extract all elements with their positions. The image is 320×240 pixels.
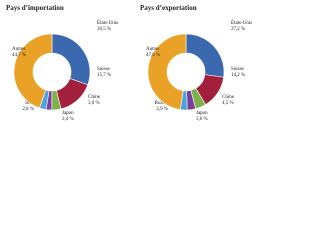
- value-label: 30,5 %: [97, 27, 111, 32]
- donut-segment: [13, 33, 53, 109]
- chart-title: Pays d’exportation: [140, 4, 197, 12]
- category-label: Japon: [62, 111, 74, 116]
- value-label: 2,4 %: [62, 117, 74, 122]
- segment-label: Autres 47,6 %: [146, 47, 160, 58]
- category-label: Suisse: [231, 67, 245, 72]
- category-label: États-Unis: [231, 20, 252, 26]
- donut-segment: [56, 78, 89, 110]
- category-label: États-Unis: [97, 20, 118, 26]
- segment-label: États-Unis 30,5 %: [97, 20, 118, 32]
- value-label: 44,7 %: [12, 53, 26, 58]
- value-label: 2,9 %: [156, 107, 168, 112]
- donut-segment: [185, 33, 225, 78]
- charts: Pays d’importation Pays d’exportation Ét…: [6, 4, 252, 122]
- segment-label: Autres 44,7 %: [12, 47, 26, 58]
- category-label: Chine: [222, 95, 235, 100]
- segment-label: Russie 2,9 %: [155, 101, 169, 112]
- value-label: 15,7 %: [97, 73, 111, 78]
- category-label: Suisse: [97, 67, 111, 72]
- value-label: 14,2 %: [231, 73, 245, 78]
- category-label: Autres: [12, 47, 25, 52]
- value-label: 2,8 %: [22, 107, 34, 112]
- segment-label: Chine 3,9 %: [88, 95, 101, 106]
- category-label: Russie: [155, 101, 169, 106]
- segment-label: Japon 3,6 %: [196, 111, 208, 122]
- category-label: Inde: [25, 101, 35, 106]
- segment-label: Japon 2,4 %: [62, 111, 74, 122]
- segment-label: Suisse 14,2 %: [231, 67, 245, 78]
- value-label: 4,5 %: [222, 101, 234, 106]
- donut-segment: [147, 33, 187, 110]
- segment-label: Suisse 15,7 %: [97, 67, 111, 78]
- value-label: 3,6 %: [196, 117, 208, 122]
- segment-label: États-Unis 27,2 %: [231, 20, 252, 32]
- chart-title: Pays d’importation: [6, 4, 64, 12]
- value-label: 47,6 %: [146, 53, 160, 58]
- donut-segment: [51, 33, 91, 86]
- segment-label: Inde 2,8 %: [22, 101, 34, 112]
- segment-label: Chine 4,5 %: [222, 95, 235, 106]
- category-label: Chine: [88, 95, 101, 100]
- value-label: 27,2 %: [231, 27, 245, 32]
- category-label: Japon: [196, 111, 208, 116]
- value-label: 3,9 %: [88, 101, 100, 106]
- category-label: Autres: [146, 47, 159, 52]
